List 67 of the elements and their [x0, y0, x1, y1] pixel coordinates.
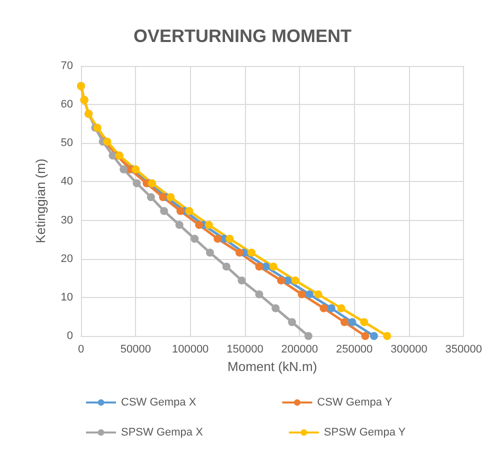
x-tick-label: 100000: [172, 344, 209, 356]
point: [288, 318, 296, 326]
point: [226, 234, 234, 243]
point: [277, 276, 286, 284]
y-tick-label: 50: [60, 137, 73, 150]
legend-label: SPSW Gempa X: [121, 426, 204, 438]
point: [222, 262, 230, 271]
point: [314, 290, 322, 298]
point: [238, 276, 246, 284]
point: [160, 207, 168, 216]
point: [360, 318, 368, 326]
point: [248, 248, 256, 257]
point: [132, 179, 141, 188]
point: [146, 193, 155, 202]
point: [206, 248, 214, 257]
point: [108, 151, 117, 160]
point: [148, 179, 156, 188]
chart-title: OVERTURNING MOMENT: [134, 26, 352, 46]
y-axis-title: Ketinggian (m): [33, 158, 48, 244]
point: [320, 304, 328, 312]
point: [370, 332, 378, 340]
x-tick-label: 150000: [226, 344, 264, 356]
point: [383, 332, 392, 340]
point: [185, 207, 194, 216]
point: [304, 332, 312, 340]
point: [340, 318, 348, 326]
y-tick-label: 70: [60, 60, 73, 72]
y-tick-label: 30: [60, 214, 73, 226]
legend-label: CSW Gempa X: [121, 396, 197, 408]
point: [255, 262, 264, 271]
x-tick-label: 50000: [120, 344, 151, 356]
point: [291, 276, 300, 284]
x-tick-label: 200000: [281, 344, 318, 356]
point: [190, 234, 199, 243]
point: [175, 220, 184, 229]
point: [306, 290, 314, 298]
point: [272, 304, 280, 312]
x-tick-label: 350000: [445, 344, 482, 356]
x-axis-title: Moment (kN.m): [228, 359, 318, 374]
point: [204, 220, 213, 229]
legend-label: SPSW Gempa Y: [324, 426, 406, 438]
point: [214, 234, 222, 243]
point: [327, 304, 336, 312]
point: [337, 304, 346, 312]
point: [195, 220, 204, 229]
point: [166, 193, 175, 202]
point: [348, 318, 356, 326]
point: [262, 262, 270, 271]
point: [269, 262, 278, 271]
point: [159, 193, 167, 202]
point: [361, 332, 370, 340]
point: [236, 248, 244, 257]
point: [255, 290, 264, 298]
point: [120, 165, 128, 174]
y-tick-label: 60: [60, 98, 73, 111]
point: [132, 165, 140, 174]
point: [298, 290, 306, 298]
x-tick-label: 0: [78, 344, 84, 356]
legend-label: CSW Gempa Y: [317, 396, 393, 408]
y-tick-label: 40: [60, 176, 73, 188]
x-tick-label: 300000: [390, 344, 428, 356]
point: [176, 207, 184, 216]
point: [284, 276, 292, 284]
x-tick-label: 250000: [336, 344, 373, 356]
y-tick-label: 0: [66, 330, 73, 342]
y-tick-label: 20: [60, 252, 73, 265]
y-tick-label: 10: [60, 291, 73, 304]
